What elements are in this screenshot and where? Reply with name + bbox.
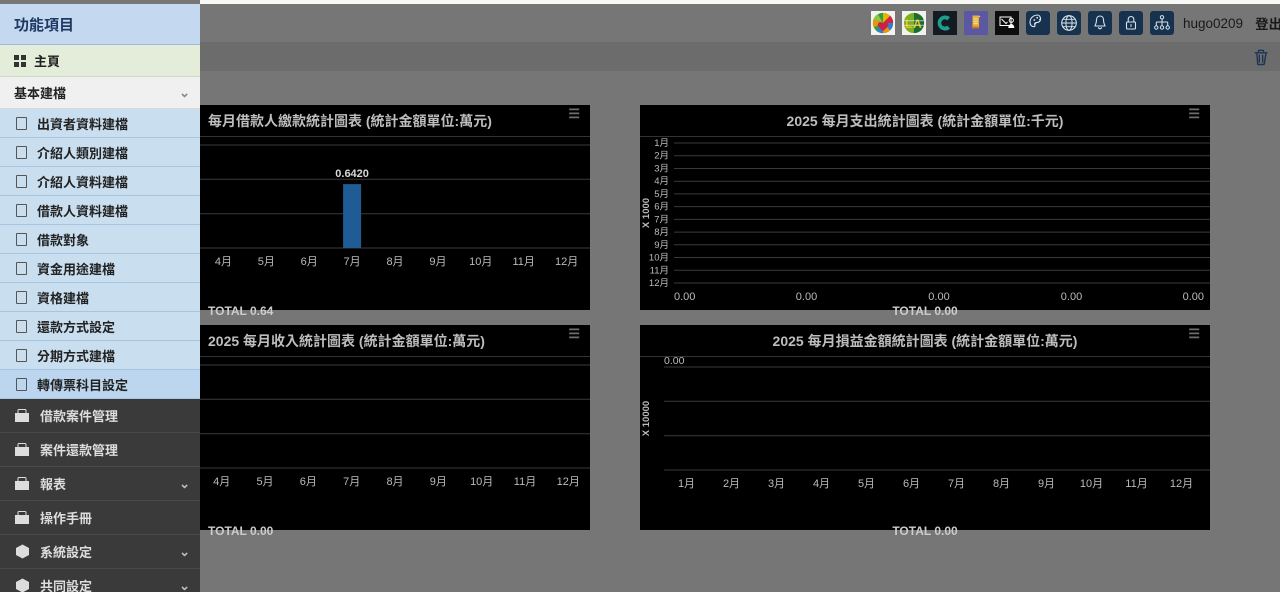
svg-text:0.00: 0.00 (664, 357, 685, 367)
svg-text:6月: 6月 (903, 478, 920, 490)
svg-text:11月: 11月 (514, 476, 536, 488)
svg-text:12月: 12月 (649, 278, 669, 289)
svg-text:1月: 1月 (654, 138, 669, 149)
svg-text:11月: 11月 (512, 256, 534, 268)
svg-text:4月: 4月 (654, 176, 669, 187)
svg-text:8月: 8月 (386, 476, 403, 488)
svg-text:4月: 4月 (215, 256, 232, 268)
svg-text:10月: 10月 (470, 476, 493, 488)
svg-text:9月: 9月 (1038, 478, 1055, 490)
svg-text:12月: 12月 (1170, 478, 1193, 490)
svg-text:7月: 7月 (948, 478, 965, 490)
svg-text:7月: 7月 (343, 476, 360, 488)
svg-text:0.00: 0.00 (674, 291, 695, 303)
svg-text:12月: 12月 (557, 476, 580, 488)
svg-text:2月: 2月 (723, 478, 740, 490)
svg-text:0.00: 0.00 (796, 291, 817, 303)
svg-text:10月: 10月 (469, 256, 492, 268)
svg-text:11月: 11月 (1125, 478, 1147, 490)
svg-text:1月: 1月 (678, 478, 695, 490)
svg-text:5月: 5月 (654, 188, 669, 199)
svg-text:8月: 8月 (654, 227, 669, 238)
svg-text:12月: 12月 (555, 256, 578, 268)
svg-text:7月: 7月 (654, 214, 669, 225)
svg-text:11月: 11月 (650, 265, 669, 276)
svg-text:6月: 6月 (654, 201, 669, 212)
svg-text:10月: 10月 (1080, 478, 1103, 490)
svg-text:8月: 8月 (993, 478, 1010, 490)
svg-text:5月: 5月 (258, 256, 275, 268)
svg-text:L: L (905, 17, 912, 31)
svg-text:9月: 9月 (429, 256, 446, 268)
svg-text:2月: 2月 (654, 150, 669, 161)
svg-text:8月: 8月 (386, 256, 403, 268)
svg-text:3月: 3月 (654, 163, 669, 174)
svg-text:3月: 3月 (768, 478, 785, 490)
svg-text:9月: 9月 (654, 239, 669, 250)
svg-text:9月: 9月 (430, 476, 447, 488)
svg-text:4月: 4月 (213, 476, 230, 488)
svg-text:6月: 6月 (300, 476, 317, 488)
svg-text:0.00: 0.00 (1183, 291, 1204, 303)
svg-text:5月: 5月 (858, 478, 875, 490)
svg-text:7月: 7月 (344, 256, 361, 268)
svg-text:0.00: 0.00 (928, 291, 949, 303)
svg-text:A: A (913, 17, 922, 31)
svg-text:X 1000: X 1000 (641, 197, 652, 227)
svg-text:0.6420: 0.6420 (335, 168, 369, 180)
svg-text:6月: 6月 (301, 256, 318, 268)
svg-text:5月: 5月 (256, 476, 273, 488)
svg-text:X 10000: X 10000 (641, 400, 652, 435)
svg-text:0.00: 0.00 (1061, 291, 1082, 303)
svg-text:10月: 10月 (649, 252, 669, 263)
svg-text:4月: 4月 (813, 478, 830, 490)
